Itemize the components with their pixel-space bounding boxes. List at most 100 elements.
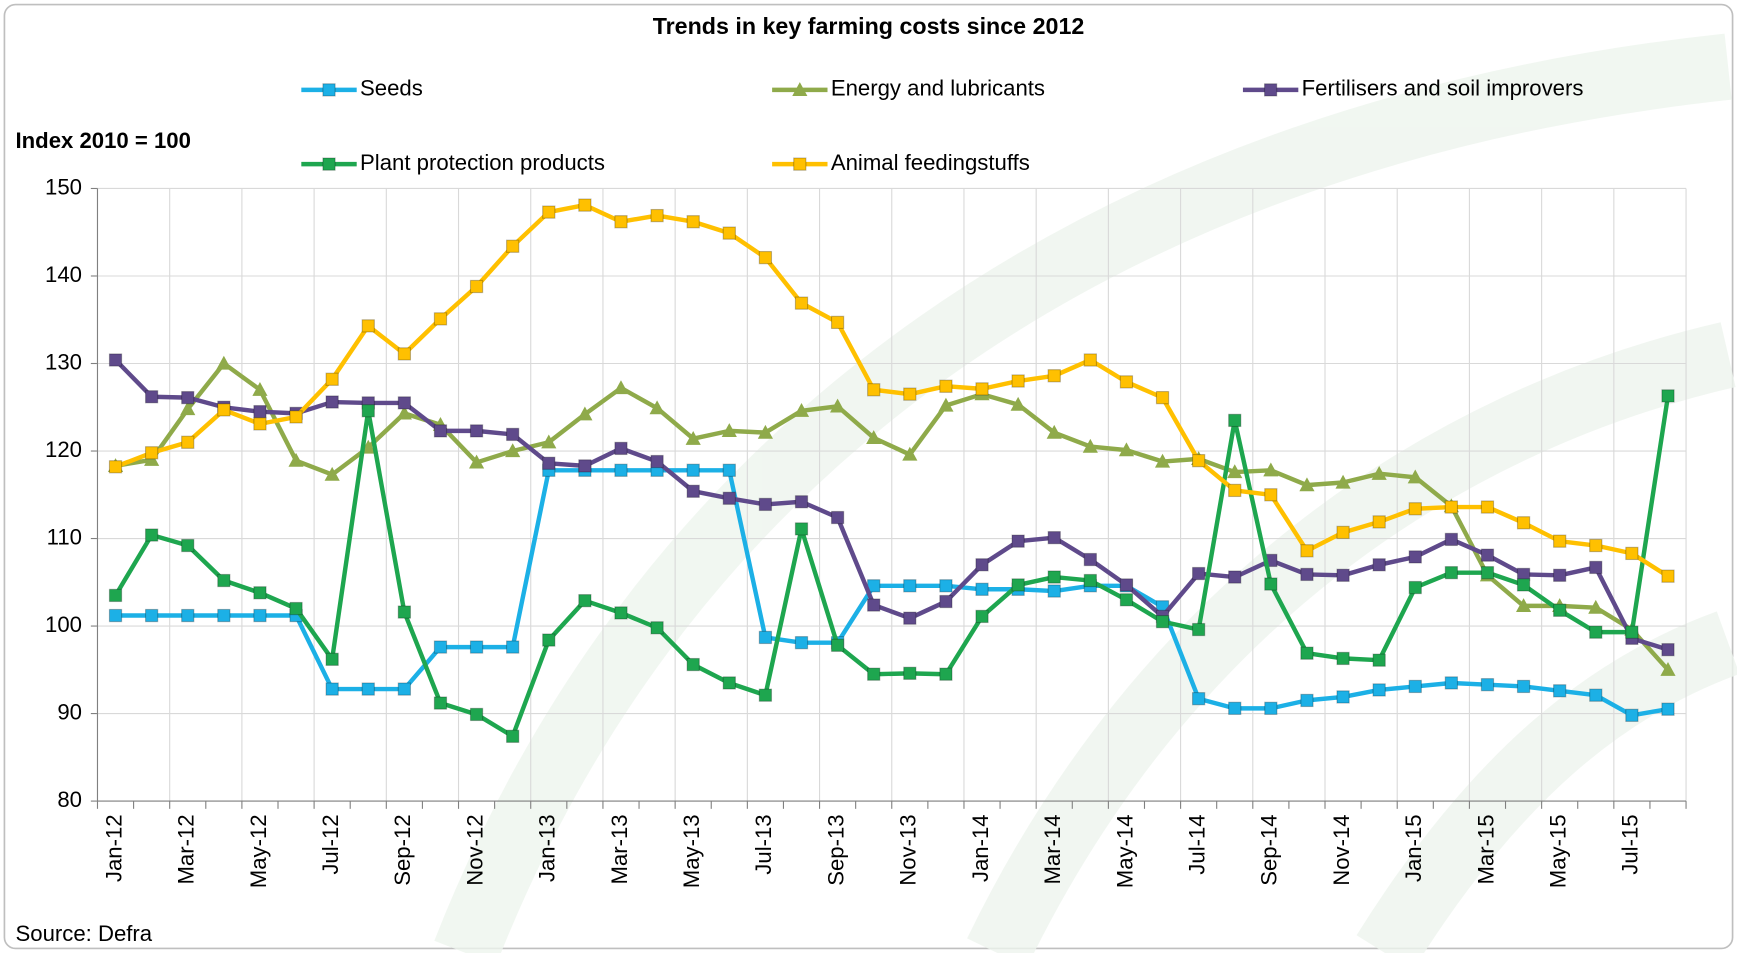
data-point xyxy=(216,355,232,370)
data-point xyxy=(867,667,881,681)
data-point xyxy=(325,395,339,409)
x-tick-label: Jul-14 xyxy=(1184,814,1209,874)
data-point xyxy=(975,609,989,624)
data-point xyxy=(289,601,303,616)
data-point xyxy=(396,405,412,420)
data-point xyxy=(794,636,809,650)
data-point xyxy=(1083,573,1097,588)
data-point xyxy=(1154,453,1171,468)
data-point xyxy=(793,402,810,417)
data-point xyxy=(217,608,231,623)
data-point xyxy=(1408,502,1422,516)
data-point xyxy=(433,312,448,326)
data-point xyxy=(1300,567,1314,582)
data-point xyxy=(108,353,123,367)
legend-marker xyxy=(322,157,336,171)
legend-label: Animal feedingstuffs xyxy=(831,150,1030,175)
x-tick-label: May-13 xyxy=(679,814,704,888)
data-point xyxy=(830,398,846,413)
y-tick-label: 130 xyxy=(45,349,82,374)
data-point xyxy=(361,404,375,418)
data-point xyxy=(722,226,736,240)
data-point xyxy=(397,682,412,696)
x-tick-label: Mar-14 xyxy=(1040,814,1065,884)
data-point xyxy=(1661,569,1675,583)
data-point xyxy=(1407,469,1423,484)
data-point xyxy=(1047,369,1061,383)
source-note: Source: Defra xyxy=(16,921,153,946)
y-tick-label: 80 xyxy=(57,787,82,812)
y-tick-label: 100 xyxy=(45,612,82,637)
data-point xyxy=(1589,625,1603,639)
data-point xyxy=(1228,413,1242,428)
y-tick-label: 110 xyxy=(47,524,82,549)
data-point xyxy=(1588,599,1604,614)
x-tick-label: Nov-14 xyxy=(1329,814,1354,885)
data-point xyxy=(650,621,664,635)
chart-frame xyxy=(3,3,1734,950)
data-point xyxy=(181,608,195,623)
x-tick-label: Mar-12 xyxy=(174,814,199,884)
data-point xyxy=(685,430,701,445)
x-tick-label: May-14 xyxy=(1112,814,1137,888)
data-point xyxy=(1336,651,1350,666)
data-point xyxy=(108,608,123,623)
y-tick-label: 140 xyxy=(45,262,82,287)
data-point xyxy=(1191,454,1206,468)
data-point xyxy=(614,215,628,229)
data-point xyxy=(1625,546,1639,561)
data-point xyxy=(1371,465,1387,480)
data-point xyxy=(469,707,484,722)
data-point xyxy=(1191,692,1206,706)
data-point xyxy=(1336,525,1350,540)
data-point xyxy=(939,379,953,393)
data-point xyxy=(1372,558,1386,572)
data-point xyxy=(1589,688,1603,702)
x-tick-label: Jan-14 xyxy=(968,814,993,882)
data-point xyxy=(578,198,592,212)
data-point xyxy=(613,380,629,395)
data-point xyxy=(975,558,989,572)
data-point xyxy=(361,319,375,333)
data-point xyxy=(794,495,809,509)
data-point xyxy=(1444,676,1459,690)
data-point xyxy=(938,397,954,412)
data-point xyxy=(181,538,195,553)
data-point xyxy=(1408,580,1422,595)
data-point xyxy=(144,451,160,466)
data-point xyxy=(1227,464,1243,479)
data-point xyxy=(1010,396,1026,411)
x-tick-label: May-12 xyxy=(246,814,271,888)
data-point xyxy=(1228,483,1242,498)
data-point xyxy=(903,611,917,625)
data-point xyxy=(1228,701,1242,715)
data-point xyxy=(1589,560,1603,575)
data-point xyxy=(757,424,773,439)
data-point xyxy=(469,640,484,654)
data-point xyxy=(1300,646,1314,660)
x-tick-label: Sep-14 xyxy=(1257,814,1282,885)
data-point xyxy=(1047,584,1061,598)
data-point xyxy=(433,696,448,710)
data-point xyxy=(1228,570,1242,584)
data-point xyxy=(830,315,845,330)
data-point xyxy=(506,239,520,253)
data-point xyxy=(397,347,412,361)
y-axis-label: Index 2010 = 100 xyxy=(16,128,191,153)
data-point xyxy=(649,400,665,415)
x-tick-label: May-15 xyxy=(1546,814,1571,888)
data-point xyxy=(758,497,773,512)
y-tick-label: 150 xyxy=(45,174,82,199)
x-tick-label: Jul-12 xyxy=(318,814,343,874)
data-point xyxy=(1372,683,1386,697)
x-tick-label: Mar-15 xyxy=(1473,814,1498,884)
data-point xyxy=(903,387,917,401)
data-point xyxy=(1155,390,1170,405)
legend-marker xyxy=(1263,83,1278,97)
data-point xyxy=(867,598,881,612)
x-tick-label: Sep-12 xyxy=(390,814,415,885)
data-point xyxy=(758,688,773,702)
x-tick-label: Nov-12 xyxy=(462,814,487,885)
data-point xyxy=(1444,500,1459,514)
data-point xyxy=(1264,577,1278,591)
